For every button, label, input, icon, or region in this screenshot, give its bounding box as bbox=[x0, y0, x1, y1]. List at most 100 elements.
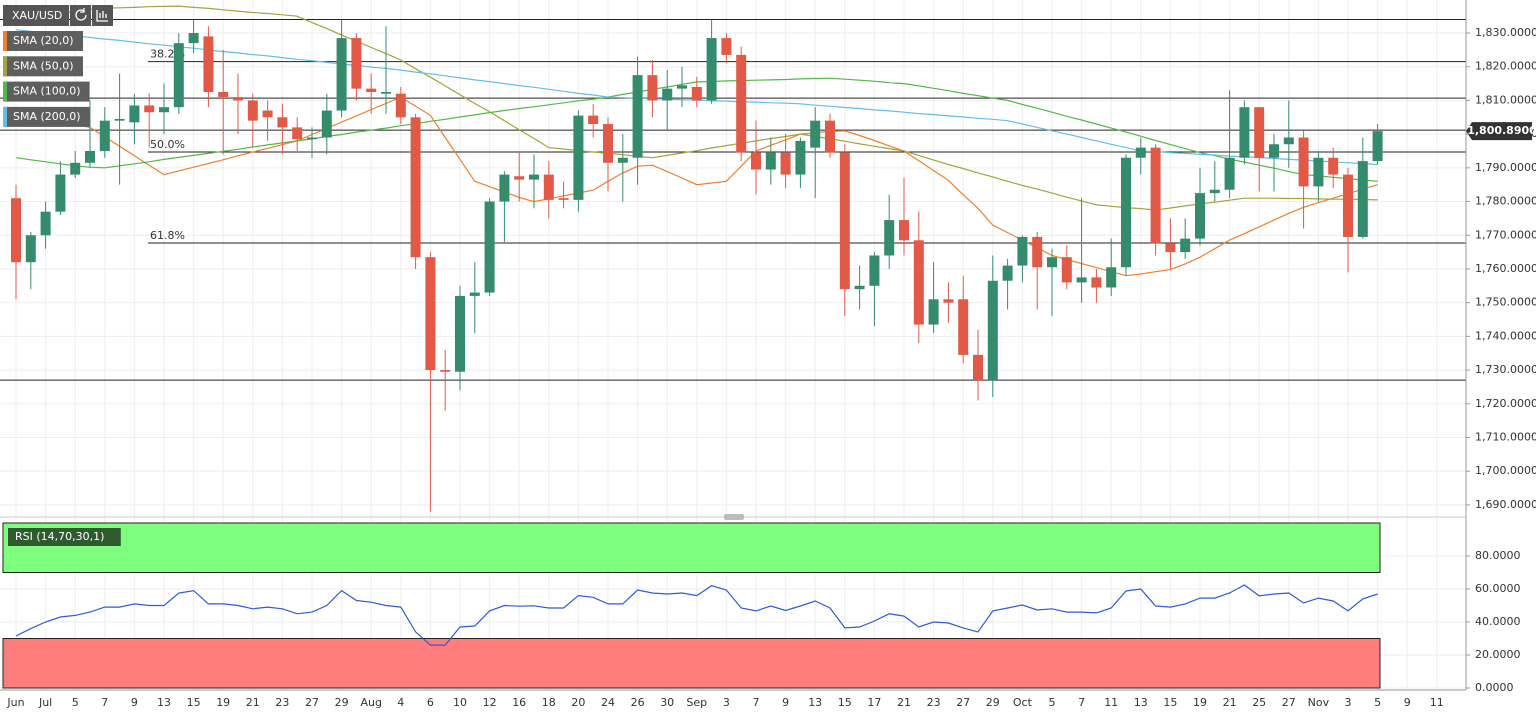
candle-body bbox=[1195, 193, 1205, 239]
candle-body bbox=[588, 115, 599, 125]
candle-body bbox=[1224, 157, 1235, 190]
candle-body bbox=[780, 152, 791, 175]
x-tick-label: 19 bbox=[216, 696, 230, 709]
legend-label: SMA (20,0) bbox=[13, 34, 74, 47]
candle-body bbox=[1091, 277, 1102, 288]
candle-body bbox=[85, 150, 95, 163]
candle-body bbox=[70, 162, 81, 175]
rsi-band bbox=[2, 522, 1381, 573]
candle-body bbox=[1061, 257, 1072, 283]
candle-body bbox=[973, 354, 983, 381]
candle-body bbox=[292, 127, 303, 140]
candle-body bbox=[751, 152, 761, 170]
candle-body bbox=[943, 299, 954, 303]
y-tick-label: 1,710.0000 bbox=[1475, 430, 1536, 443]
candle-body bbox=[440, 370, 451, 372]
candle-body bbox=[55, 174, 66, 212]
x-tick-label: Sep bbox=[686, 696, 707, 709]
y-tick-label: 60.0000 bbox=[1475, 582, 1521, 595]
x-tick-label: 24 bbox=[601, 696, 615, 709]
legend-box bbox=[3, 31, 83, 51]
y-tick-label: 1,690.0000 bbox=[1475, 498, 1536, 511]
x-tick-label: 18 bbox=[542, 696, 556, 709]
x-tick-label: Aug bbox=[360, 696, 381, 709]
panel-resize-handle[interactable] bbox=[724, 514, 744, 520]
x-tick-label: Oct bbox=[1013, 696, 1033, 709]
candle-body bbox=[469, 292, 480, 296]
legend-box bbox=[3, 56, 83, 77]
y-tick-label: 1,730.0000 bbox=[1475, 363, 1536, 376]
candle-body bbox=[736, 54, 747, 153]
candle-body bbox=[810, 120, 821, 148]
candle-body bbox=[869, 255, 880, 286]
x-tick-label: 9 bbox=[131, 696, 138, 709]
x-tick-label: 12 bbox=[483, 696, 497, 709]
y-tick-label: 0.0000 bbox=[1475, 681, 1514, 694]
candle-body bbox=[203, 36, 214, 93]
settings-icon bbox=[96, 10, 108, 22]
refresh-button[interactable] bbox=[70, 5, 91, 26]
candle-body bbox=[1357, 161, 1368, 237]
candle-body bbox=[129, 105, 140, 123]
candle-body bbox=[1313, 157, 1324, 187]
x-tick-label: 27 bbox=[956, 696, 970, 709]
legend-box bbox=[8, 528, 121, 546]
x-tick-label: 23 bbox=[275, 696, 289, 709]
x-tick-label: 5 bbox=[1374, 696, 1381, 709]
legend-swatch bbox=[3, 56, 7, 77]
x-tick-label: 21 bbox=[897, 696, 911, 709]
y-tick-label: 1,750.0000 bbox=[1475, 296, 1536, 309]
candle-body bbox=[247, 100, 258, 121]
candle-body bbox=[307, 137, 317, 140]
y-tick-label: 80.0000 bbox=[1475, 549, 1521, 562]
candle-body bbox=[514, 176, 525, 180]
y-tick-label: 1,700.0000 bbox=[1475, 464, 1536, 477]
candle-body bbox=[1002, 265, 1013, 281]
last-price-tag bbox=[1466, 122, 1532, 141]
candle-body bbox=[381, 92, 391, 94]
candle-body bbox=[1180, 238, 1191, 253]
level-label: 61.8% bbox=[150, 229, 185, 242]
candle-body bbox=[1047, 257, 1057, 268]
x-tick-label: 11 bbox=[1430, 696, 1444, 709]
y-tick-label: 20.0000 bbox=[1475, 648, 1521, 661]
y-tick-label: 1,740.0000 bbox=[1475, 329, 1536, 342]
candle-body bbox=[395, 93, 406, 118]
candle-body bbox=[884, 220, 895, 256]
candle-body bbox=[351, 38, 362, 89]
candle-body bbox=[277, 117, 288, 128]
candle-body bbox=[529, 174, 539, 180]
legend-box bbox=[3, 81, 90, 102]
x-tick-label: 21 bbox=[1223, 696, 1237, 709]
x-tick-label: 3 bbox=[723, 696, 730, 709]
toolbar: XAU/USD bbox=[3, 5, 113, 26]
legend-label: SMA (100,0) bbox=[13, 85, 81, 98]
x-tick-label: 6 bbox=[427, 696, 434, 709]
candle-body bbox=[1076, 277, 1087, 283]
candle-body bbox=[706, 38, 717, 101]
legend-box bbox=[3, 106, 90, 127]
x-tick-label: 27 bbox=[305, 696, 319, 709]
candle-body bbox=[188, 33, 199, 44]
candle-body bbox=[1372, 131, 1383, 162]
x-tick-label: 15 bbox=[187, 696, 201, 709]
candle-body bbox=[1283, 137, 1294, 145]
x-tick-label: 3 bbox=[1345, 696, 1352, 709]
candle-body bbox=[484, 201, 495, 293]
candle-body bbox=[321, 110, 332, 138]
candle-body bbox=[336, 38, 347, 111]
x-tick-label: 27 bbox=[1282, 696, 1296, 709]
x-tick-label: 13 bbox=[1134, 696, 1148, 709]
candle-body bbox=[1165, 243, 1176, 253]
candle-body bbox=[410, 117, 421, 258]
candle-body bbox=[662, 88, 673, 101]
candle-body bbox=[691, 86, 702, 101]
candle-body bbox=[1209, 189, 1220, 194]
candle-body bbox=[499, 174, 510, 202]
candle-body bbox=[366, 88, 377, 93]
candle-body bbox=[1017, 236, 1028, 266]
candle-body bbox=[1150, 147, 1161, 244]
x-tick-label: Jun bbox=[6, 696, 24, 709]
candle-body bbox=[573, 115, 584, 200]
candle-body bbox=[99, 120, 110, 151]
